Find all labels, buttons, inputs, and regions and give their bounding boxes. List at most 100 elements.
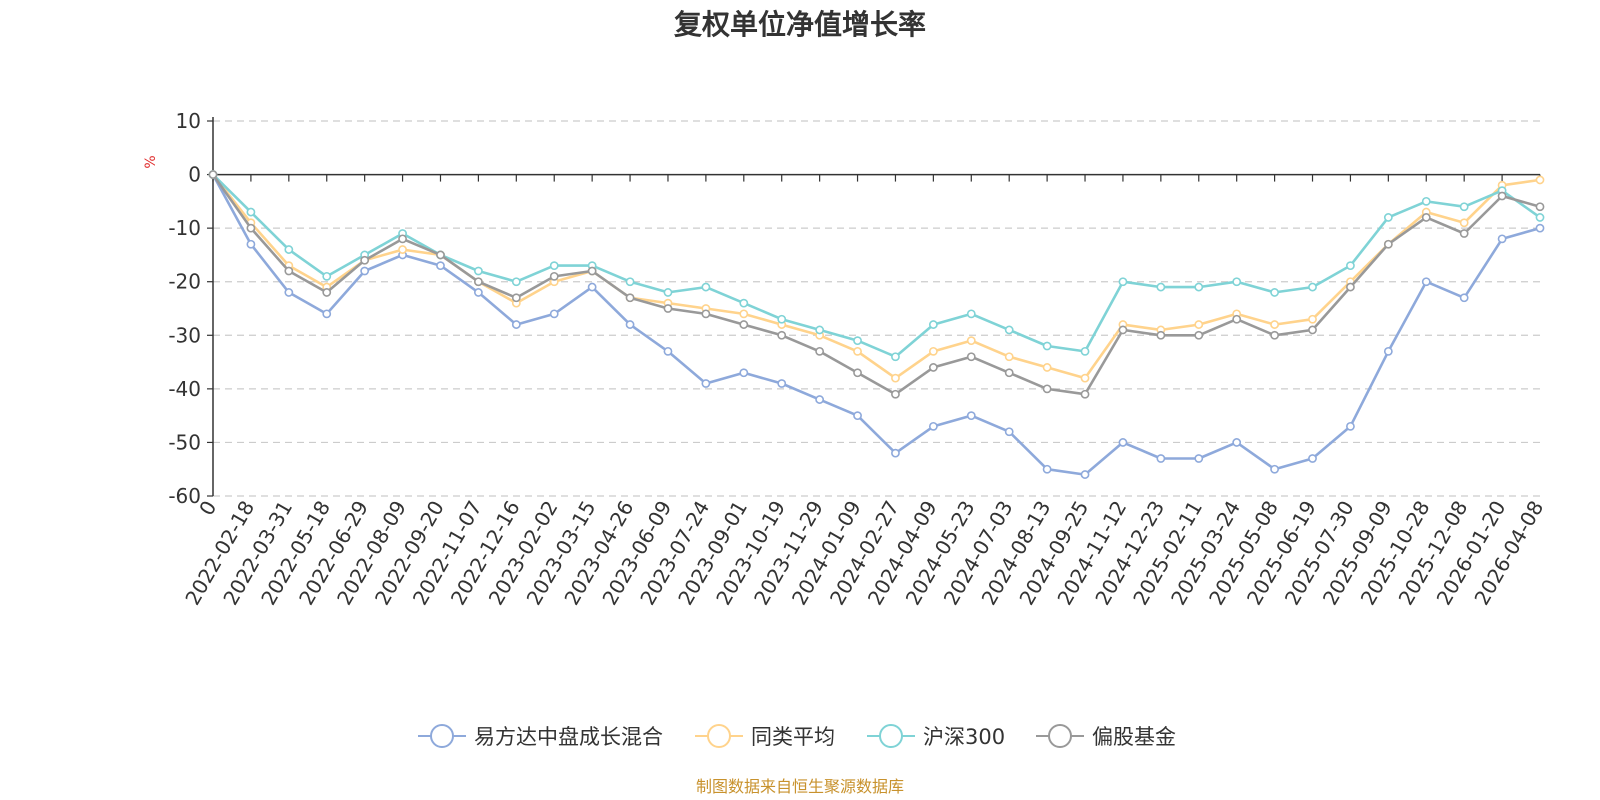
data-point	[246, 223, 256, 233]
data-point	[966, 352, 976, 362]
data-point	[549, 271, 559, 281]
legend-item-3[interactable]: 偏股基金	[1036, 724, 1176, 749]
y-tick-label: -10	[168, 216, 201, 240]
data-point	[1535, 213, 1545, 222]
data-point	[1535, 175, 1545, 185]
series-3	[208, 170, 1545, 399]
grid-lines	[213, 120, 1540, 497]
data-point	[1308, 282, 1317, 292]
series-layer	[208, 170, 1545, 479]
series-1	[208, 170, 1545, 383]
data-point	[1459, 293, 1469, 303]
data-point	[398, 234, 407, 244]
data-point	[246, 239, 256, 249]
data-point	[511, 320, 521, 329]
data-point	[625, 293, 635, 303]
legend-marker	[430, 724, 454, 748]
data-point	[1421, 196, 1431, 206]
data-point	[625, 277, 635, 287]
y-tick-label: -20	[168, 270, 201, 294]
data-point	[663, 304, 673, 313]
legend[interactable]: 易方达中盘成长混合 同类平均 沪深300 偏股基金	[418, 724, 1176, 749]
data-point	[322, 271, 332, 281]
series-0	[208, 170, 1545, 479]
data-point	[891, 389, 900, 399]
y-tick-label: -30	[168, 323, 201, 347]
data-point	[1156, 282, 1166, 292]
data-point	[815, 325, 825, 335]
data-point	[1383, 213, 1393, 222]
data-point	[1118, 325, 1128, 335]
legend-marker	[707, 724, 731, 748]
y-tick-label: -50	[168, 430, 201, 454]
data-point	[1118, 277, 1128, 287]
legend-item-0[interactable]: 易方达中盘成长混合	[418, 724, 663, 749]
data-point	[1080, 470, 1090, 479]
data-point	[891, 448, 900, 458]
data-point	[1459, 218, 1469, 228]
data-point	[1194, 320, 1204, 329]
data-point	[246, 207, 256, 217]
data-point	[777, 330, 787, 340]
data-point	[928, 363, 938, 372]
data-point	[208, 170, 218, 179]
y-tick-label: 10	[176, 109, 201, 133]
data-point	[1194, 282, 1204, 292]
chart-title: 复权单位净值增长率	[674, 8, 926, 41]
data-point	[701, 379, 711, 388]
data-point	[966, 411, 976, 421]
data-point	[1156, 454, 1166, 463]
data-point	[1194, 454, 1204, 463]
data-point	[777, 314, 787, 324]
series-line	[211, 173, 1541, 380]
data-point	[891, 373, 900, 383]
data-point	[549, 309, 559, 319]
x-tick-label: 0	[194, 497, 221, 520]
data-point	[853, 411, 862, 421]
data-point	[1421, 277, 1431, 287]
legend-label: 同类平均	[751, 725, 835, 749]
data-point	[1270, 330, 1279, 340]
legend-item-1[interactable]: 同类平均	[695, 724, 835, 749]
data-point	[928, 320, 938, 329]
data-point	[511, 277, 521, 287]
data-point	[1118, 438, 1128, 447]
data-point	[587, 282, 597, 292]
data-point	[1042, 363, 1052, 372]
data-point	[284, 245, 294, 254]
data-point	[1080, 373, 1090, 383]
data-point	[1232, 314, 1242, 324]
data-point	[739, 309, 749, 319]
data-point	[322, 309, 332, 319]
x-axis: 02022-02-182022-03-312022-05-182022-06-2…	[180, 173, 1548, 609]
data-point	[360, 255, 370, 265]
y-axis: 10 0 -10 -20 -30 -40 -50 -60	[168, 109, 214, 508]
data-point	[777, 379, 787, 388]
data-point	[1346, 421, 1355, 431]
data-point	[473, 277, 483, 287]
data-point	[1308, 454, 1317, 463]
data-point	[1232, 277, 1242, 287]
data-point	[739, 320, 749, 329]
y-tick-label: 0	[188, 163, 201, 187]
data-point	[928, 346, 938, 356]
data-point	[1194, 330, 1204, 340]
data-point	[853, 346, 862, 356]
legend-marker	[879, 724, 903, 748]
legend-item-2[interactable]: 沪深300	[867, 724, 1005, 749]
data-point	[284, 266, 294, 276]
data-point	[511, 293, 521, 303]
series-line	[212, 173, 1541, 359]
data-point	[1270, 288, 1279, 297]
data-point	[1004, 427, 1014, 437]
data-point	[663, 346, 673, 356]
data-point	[815, 395, 825, 404]
data-point	[701, 282, 711, 292]
series-line	[211, 173, 1541, 476]
legend-marker	[1048, 724, 1072, 748]
data-point	[701, 309, 711, 319]
data-point	[1346, 261, 1355, 271]
data-point	[928, 421, 938, 431]
data-point	[549, 261, 559, 271]
